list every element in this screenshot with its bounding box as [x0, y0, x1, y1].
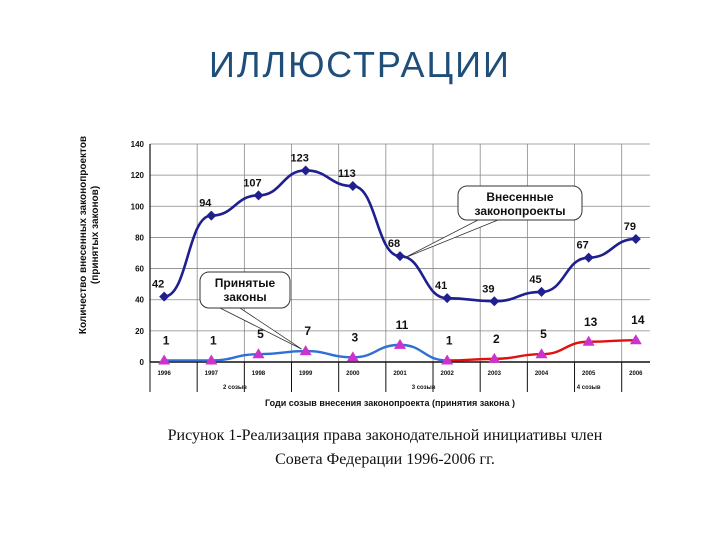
caption-line-2: Совета Федерации 1996-2006 гг.	[275, 451, 495, 468]
data-point-submitted	[395, 251, 405, 262]
data-point-submitted	[583, 252, 594, 263]
data-label-submitted: 39	[482, 283, 494, 295]
callout-adopted-text: Принятые	[215, 276, 276, 290]
data-label-submitted: 45	[529, 274, 541, 286]
data-point-submitted	[489, 296, 500, 307]
data-point-adopted	[252, 348, 265, 359]
data-label-adopted: 5	[257, 327, 264, 341]
data-label-submitted: 41	[435, 280, 447, 292]
callout-submitted-text: Внесенные	[486, 190, 554, 204]
data-label-adopted: 3	[351, 330, 358, 344]
x-tick-label: 2000	[346, 371, 360, 377]
data-label-submitted: 123	[290, 152, 308, 164]
x-tick-label: 2001	[393, 371, 407, 377]
y-tick-label: 60	[135, 265, 144, 274]
y-tick-label: 120	[131, 171, 145, 180]
y-tick-label: 100	[131, 202, 145, 211]
convocation-label: 3 созыв	[412, 385, 436, 391]
data-label-submitted: 42	[152, 279, 164, 291]
data-point-submitted	[159, 291, 170, 302]
x-tick-label: 2006	[629, 371, 643, 377]
x-tick-label: 1997	[205, 371, 219, 377]
data-label-adopted: 1	[163, 333, 170, 347]
x-tick-label: 2003	[488, 371, 502, 377]
x-tick-label: 1996	[157, 371, 171, 377]
x-tick-label: 1999	[299, 371, 313, 377]
line-chart: 0 20 40 60 80 100 120 140 1996 1997 1998 1999 2000 20…	[78, 136, 650, 408]
callout-adopted-pointer	[219, 307, 302, 350]
convocation-label: 2 созыв	[223, 385, 247, 391]
y-tick-label: 40	[135, 296, 144, 305]
data-point-submitted	[536, 286, 547, 297]
data-point-adopted	[488, 352, 501, 363]
y-tick-label: 140	[131, 140, 145, 149]
data-label-adopted: 1	[446, 333, 453, 347]
data-label-submitted: 79	[624, 221, 636, 233]
data-label-adopted: 11	[396, 318, 409, 332]
data-point-submitted	[206, 210, 217, 221]
data-point-submitted	[253, 190, 264, 201]
data-label-adopted: 1	[210, 333, 217, 347]
data-label-submitted: 113	[338, 168, 356, 180]
data-point-adopted	[346, 351, 359, 362]
data-point-submitted	[347, 181, 358, 192]
data-label-adopted: 13	[584, 315, 598, 329]
y-tick-label: 0	[140, 358, 145, 367]
data-label-submitted: 67	[577, 240, 589, 252]
convocation-label: 4 созыв	[577, 385, 601, 391]
data-point-submitted	[442, 293, 453, 304]
figure-caption: Рисунок 1-Реализация права законодательн…	[140, 424, 630, 472]
data-point-submitted	[300, 165, 311, 176]
data-label-adopted: 14	[631, 313, 645, 327]
data-label-submitted: 107	[243, 177, 261, 189]
data-label-adopted: 7	[304, 324, 311, 338]
data-point-adopted	[441, 354, 454, 365]
caption-line-1: Рисунок 1-Реализация права законодательн…	[167, 427, 603, 444]
callout-adopted-text: законы	[223, 290, 266, 304]
data-point-adopted	[629, 334, 642, 345]
callout-submitted-box	[457, 185, 583, 221]
data-label-adopted: 5	[540, 327, 547, 341]
y-tick-label: 20	[135, 327, 144, 336]
data-point-submitted	[630, 233, 641, 244]
data-point-adopted	[158, 354, 171, 365]
callout-submitted-text: законопроекты	[475, 204, 566, 218]
x-tick-label: 2004	[535, 371, 549, 377]
callout-adopted-box	[199, 271, 291, 309]
x-tick-label: 1998	[252, 371, 266, 377]
y-tick-label: 80	[135, 233, 144, 242]
data-label-adopted: 2	[493, 332, 500, 346]
data-point-adopted	[582, 335, 595, 346]
x-axis-label: Годи созыв внесения законопроекта (приня…	[265, 398, 515, 408]
x-tick-label: 2002	[440, 371, 454, 377]
y-axis-label: Количество внесенных законопроектов(прин…	[78, 136, 101, 334]
axes: 0 20 40 60 80 100 120 140 1996 1997 1998 1999 2000 20…	[131, 140, 650, 392]
data-label-submitted: 68	[388, 238, 400, 250]
callout-submitted-pointer	[403, 219, 499, 259]
data-point-adopted	[394, 338, 406, 349]
series-line-submitted	[163, 169, 636, 303]
data-point-adopted	[535, 348, 548, 359]
data-point-adopted	[299, 345, 312, 356]
data-point-adopted	[205, 354, 218, 365]
x-tick-label: 2005	[582, 371, 596, 377]
slide-title: ИЛЛЮСТРАЦИИ	[209, 44, 511, 85]
data-label-submitted: 94	[199, 198, 212, 210]
